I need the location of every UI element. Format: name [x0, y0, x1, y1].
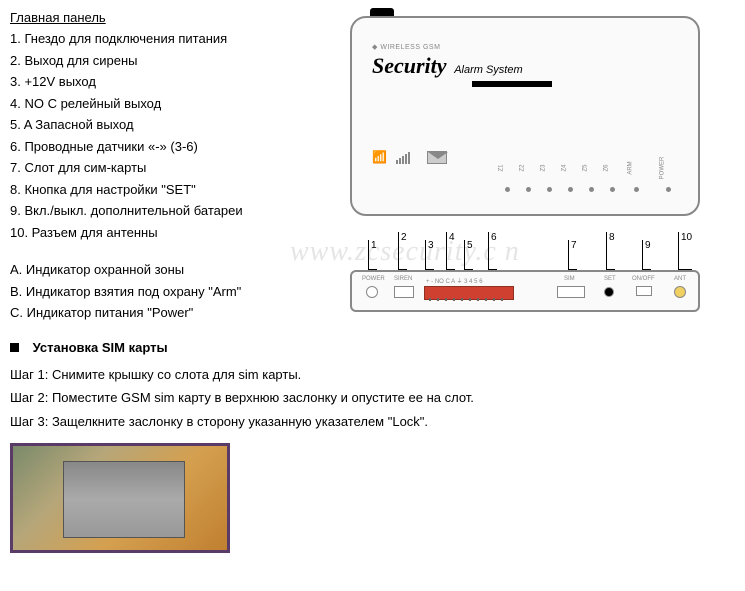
callout-number: 6: [488, 232, 497, 270]
sim-slot: [557, 286, 585, 298]
callout-number: 8: [606, 232, 615, 270]
logo-bar: [472, 81, 552, 87]
callout-number: 7: [568, 240, 577, 270]
callout-number: 1: [368, 240, 377, 270]
panel-item: 7. Слот для сим-карты: [10, 158, 330, 178]
onoff-switch: [636, 286, 652, 296]
bullet-icon: [10, 343, 19, 352]
panel-item: 9. Вкл./выкл. дополнительной батареи: [10, 201, 330, 221]
sim-step: Шаг 3: Защелкните заслонку в сторону ука…: [10, 412, 735, 433]
signal-bars-icon: [396, 150, 411, 164]
sim-photo: [10, 443, 230, 553]
main-panel-title: Главная панель: [10, 10, 330, 25]
panel-item: 2. Выход для сирены: [10, 51, 330, 71]
antenna-glyph-icon: 📶: [372, 150, 387, 164]
logo-main: Security: [372, 53, 447, 79]
antenna-port: [674, 286, 686, 298]
signal-indicators: 📶: [372, 150, 447, 164]
sim-step: Шаг 1: Снимите крышку со слота для sim к…: [10, 365, 735, 386]
callout-number: 4: [446, 232, 455, 270]
logo-sub: Alarm System: [454, 64, 522, 76]
panel-item: 10. Разъем для антенны: [10, 223, 330, 243]
callout-number: 3: [425, 240, 434, 270]
callout-number: 10: [678, 232, 692, 270]
panel-item: 5. A Запасной выход: [10, 115, 330, 135]
indicator-item: A. Индикатор охранной зоны: [10, 260, 330, 280]
device-front-panel: ◆ WIRELESS GSM Security Alarm System 📶 Z…: [350, 16, 700, 216]
callout-number: 2: [398, 232, 407, 270]
set-button: [604, 287, 614, 297]
sim-step: Шаг 2: Поместите GSM sim карту в верхнюю…: [10, 388, 735, 409]
panel-item: 4. NO C релейный выход: [10, 94, 330, 114]
panel-item: 8. Кнопка для настройки "SET": [10, 180, 330, 200]
callout-number: 9: [642, 240, 651, 270]
panel-item: 1. Гнездо для подключения питания: [10, 29, 330, 49]
led-row: Z1 Z2 Z3 Z4 Z5 Z6 ARM POWER: [504, 159, 680, 192]
panel-item: 3. +12V выход: [10, 72, 330, 92]
callout-number: 5: [464, 240, 473, 270]
panel-item: 6. Проводные датчики «-» (3-6): [10, 137, 330, 157]
callout-numbers: 123456 789 10: [350, 224, 700, 270]
power-port: [366, 286, 378, 298]
logo-small-text: ◆ WIRELESS GSM: [372, 43, 552, 51]
device-diagram: ◆ WIRELESS GSM Security Alarm System 📶 Z…: [350, 16, 700, 312]
sim-section-title: Установка SIM карты: [33, 340, 168, 355]
indicator-item: C. Индикатор питания "Power": [10, 303, 330, 323]
envelope-icon: [427, 151, 447, 164]
indicator-item: B. Индикатор взятия под охрану "Arm": [10, 282, 330, 302]
terminal-block: [424, 286, 514, 300]
device-back-panel: POWER SIREN + - NO C A ⏚ 3 4 5 6 SIM SET…: [350, 270, 700, 312]
siren-port: [394, 286, 414, 298]
